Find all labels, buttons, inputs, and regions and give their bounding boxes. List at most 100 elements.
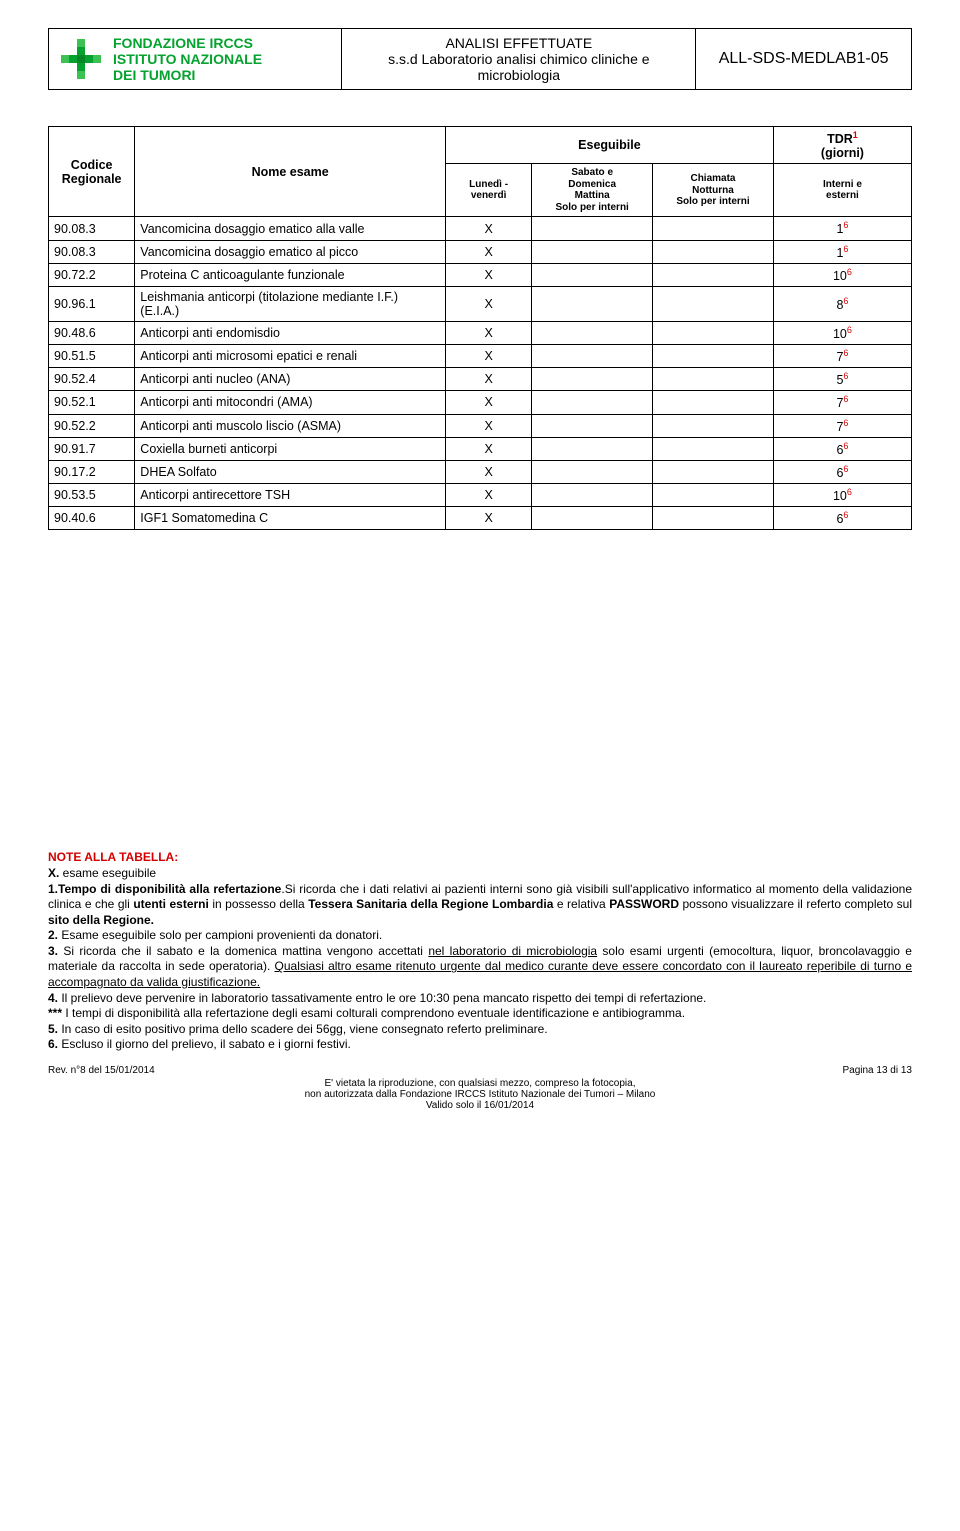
- cell-e2: [532, 391, 653, 414]
- cell-e1: X: [445, 345, 531, 368]
- cell-tdr: 76: [773, 414, 911, 437]
- cell-tdr: 66: [773, 507, 911, 530]
- cell-code: 90.51.5: [49, 345, 135, 368]
- cell-code: 90.48.6: [49, 321, 135, 344]
- cell-name: Vancomicina dosaggio ematico alla valle: [135, 217, 446, 240]
- table-row: 90.08.3Vancomicina dosaggio ematico alla…: [49, 217, 912, 240]
- cell-e1: X: [445, 391, 531, 414]
- th-lun-ven: Lunedì - venerdì: [445, 164, 531, 217]
- cell-name: Vancomicina dosaggio ematico al picco: [135, 240, 446, 263]
- cell-e3: [653, 263, 774, 286]
- cell-tdr: 76: [773, 391, 911, 414]
- th-eseguibile: Eseguibile: [445, 127, 773, 164]
- cell-name: IGF1 Somatomedina C: [135, 507, 446, 530]
- table-row: 90.40.6IGF1 Somatomedina CX 66: [49, 507, 912, 530]
- cell-tdr: 106: [773, 484, 911, 507]
- cell-name: Proteina C anticoagulante funzionale: [135, 263, 446, 286]
- cell-code: 90.52.2: [49, 414, 135, 437]
- note-5: 5. In caso di esito positivo prima dello…: [48, 1022, 912, 1038]
- cell-e1: X: [445, 240, 531, 263]
- doc-title-2: s.s.d Laboratorio analisi chimico clinic…: [350, 51, 687, 83]
- cell-code: 90.53.5: [49, 484, 135, 507]
- cell-e2: [532, 507, 653, 530]
- exam-table: Codice Regionale Nome esame Eseguibile T…: [48, 126, 912, 530]
- org-line: ISTITUTO NAZIONALE: [113, 51, 262, 67]
- cell-e2: [532, 321, 653, 344]
- cell-e1: X: [445, 484, 531, 507]
- cell-e2: [532, 368, 653, 391]
- th-codice: Codice Regionale: [49, 127, 135, 217]
- cell-e1: X: [445, 460, 531, 483]
- table-body: 90.08.3Vancomicina dosaggio ematico alla…: [49, 217, 912, 530]
- table-row: 90.17.2DHEA SolfatoX66: [49, 460, 912, 483]
- table-row: 90.52.2Anticorpi anti muscolo liscio (AS…: [49, 414, 912, 437]
- cell-e2: [532, 345, 653, 368]
- table-row: 90.91.7Coxiella burneti anticorpiX66: [49, 437, 912, 460]
- note-1: 1.Tempo di disponibilità alla refertazio…: [48, 882, 912, 929]
- cell-code: 90.17.2: [49, 460, 135, 483]
- notes-section: NOTE ALLA TABELLA: X. esame eseguibile 1…: [48, 850, 912, 1053]
- cell-e1: X: [445, 217, 531, 240]
- cell-tdr: 66: [773, 437, 911, 460]
- cell-e3: [653, 286, 774, 321]
- note-2: 2. Esame eseguibile solo per campioni pr…: [48, 928, 912, 944]
- cell-e1: X: [445, 414, 531, 437]
- cell-name: Anticorpi anti microsomi epatici e renal…: [135, 345, 446, 368]
- cell-e2: [532, 460, 653, 483]
- cell-code: 90.40.6: [49, 507, 135, 530]
- footer-row: Rev. n°8 del 15/01/2014 Pagina 13 di 13: [48, 1065, 912, 1076]
- page: FONDAZIONE IRCCS ISTITUTO NAZIONALE DEI …: [0, 0, 960, 1131]
- cell-code: 90.91.7: [49, 437, 135, 460]
- cell-e2: [532, 437, 653, 460]
- doc-title-1: ANALISI EFFETTUATE: [350, 35, 687, 51]
- table-row: 90.72.2Proteina C anticoagulante funzion…: [49, 263, 912, 286]
- cell-tdr: 106: [773, 321, 911, 344]
- cell-tdr: 16: [773, 240, 911, 263]
- footer-page: Pagina 13 di 13: [842, 1065, 912, 1076]
- table-row: 90.52.4Anticorpi anti nucleo (ANA)X56: [49, 368, 912, 391]
- cell-e3: [653, 217, 774, 240]
- th-tdr: TDR1 (giorni): [773, 127, 911, 164]
- cell-name: Leishmania anticorpi (titolazione median…: [135, 286, 446, 321]
- cell-e3: [653, 437, 774, 460]
- cell-e1: X: [445, 368, 531, 391]
- cell-code: 90.08.3: [49, 240, 135, 263]
- cell-e2: [532, 240, 653, 263]
- cell-e3: [653, 414, 774, 437]
- cell-name: Anticorpi anti endomisdio: [135, 321, 446, 344]
- th-interni-esterni: Interni e esterni: [773, 164, 911, 217]
- cell-name: Anticorpi anti muscolo liscio (ASMA): [135, 414, 446, 437]
- note-4: 4. Il prelievo deve pervenire in laborat…: [48, 991, 912, 1007]
- cell-name: Anticorpi anti mitocondri (AMA): [135, 391, 446, 414]
- cell-e3: [653, 345, 774, 368]
- doc-id: ALL-SDS-MEDLAB1-05: [696, 29, 912, 90]
- table-row: 90.96.1Leishmania anticorpi (titolazione…: [49, 286, 912, 321]
- cell-e1: X: [445, 507, 531, 530]
- org-line: DEI TUMORI: [113, 67, 262, 83]
- cell-e3: [653, 507, 774, 530]
- cell-e3: [653, 484, 774, 507]
- th-nome: Nome esame: [135, 127, 446, 217]
- cell-tdr: 16: [773, 217, 911, 240]
- table-row: 90.51.5Anticorpi anti microsomi epatici …: [49, 345, 912, 368]
- document-header: FONDAZIONE IRCCS ISTITUTO NAZIONALE DEI …: [48, 28, 912, 90]
- th-sab-dom: Sabato e Domenica Mattina Solo per inter…: [532, 164, 653, 217]
- cell-code: 90.72.2: [49, 263, 135, 286]
- cell-code: 90.08.3: [49, 217, 135, 240]
- table-row: 90.48.6Anticorpi anti endomisdioX 106: [49, 321, 912, 344]
- org-line: FONDAZIONE IRCCS: [113, 35, 262, 51]
- note-6: 6. Escluso il giorno del prelievo, il sa…: [48, 1037, 912, 1053]
- cell-code: 90.52.4: [49, 368, 135, 391]
- cell-e3: [653, 321, 774, 344]
- cell-e3: [653, 391, 774, 414]
- cross-icon: [57, 35, 105, 83]
- note-3: 3. Si ricorda che il sabato e la domenic…: [48, 944, 912, 991]
- cell-name: Coxiella burneti anticorpi: [135, 437, 446, 460]
- cell-e3: [653, 240, 774, 263]
- cell-name: Anticorpi antirecettore TSH: [135, 484, 446, 507]
- cell-e2: [532, 217, 653, 240]
- cell-e1: X: [445, 321, 531, 344]
- cell-e3: [653, 368, 774, 391]
- cell-code: 90.96.1: [49, 286, 135, 321]
- org-name: FONDAZIONE IRCCS ISTITUTO NAZIONALE DEI …: [113, 35, 262, 83]
